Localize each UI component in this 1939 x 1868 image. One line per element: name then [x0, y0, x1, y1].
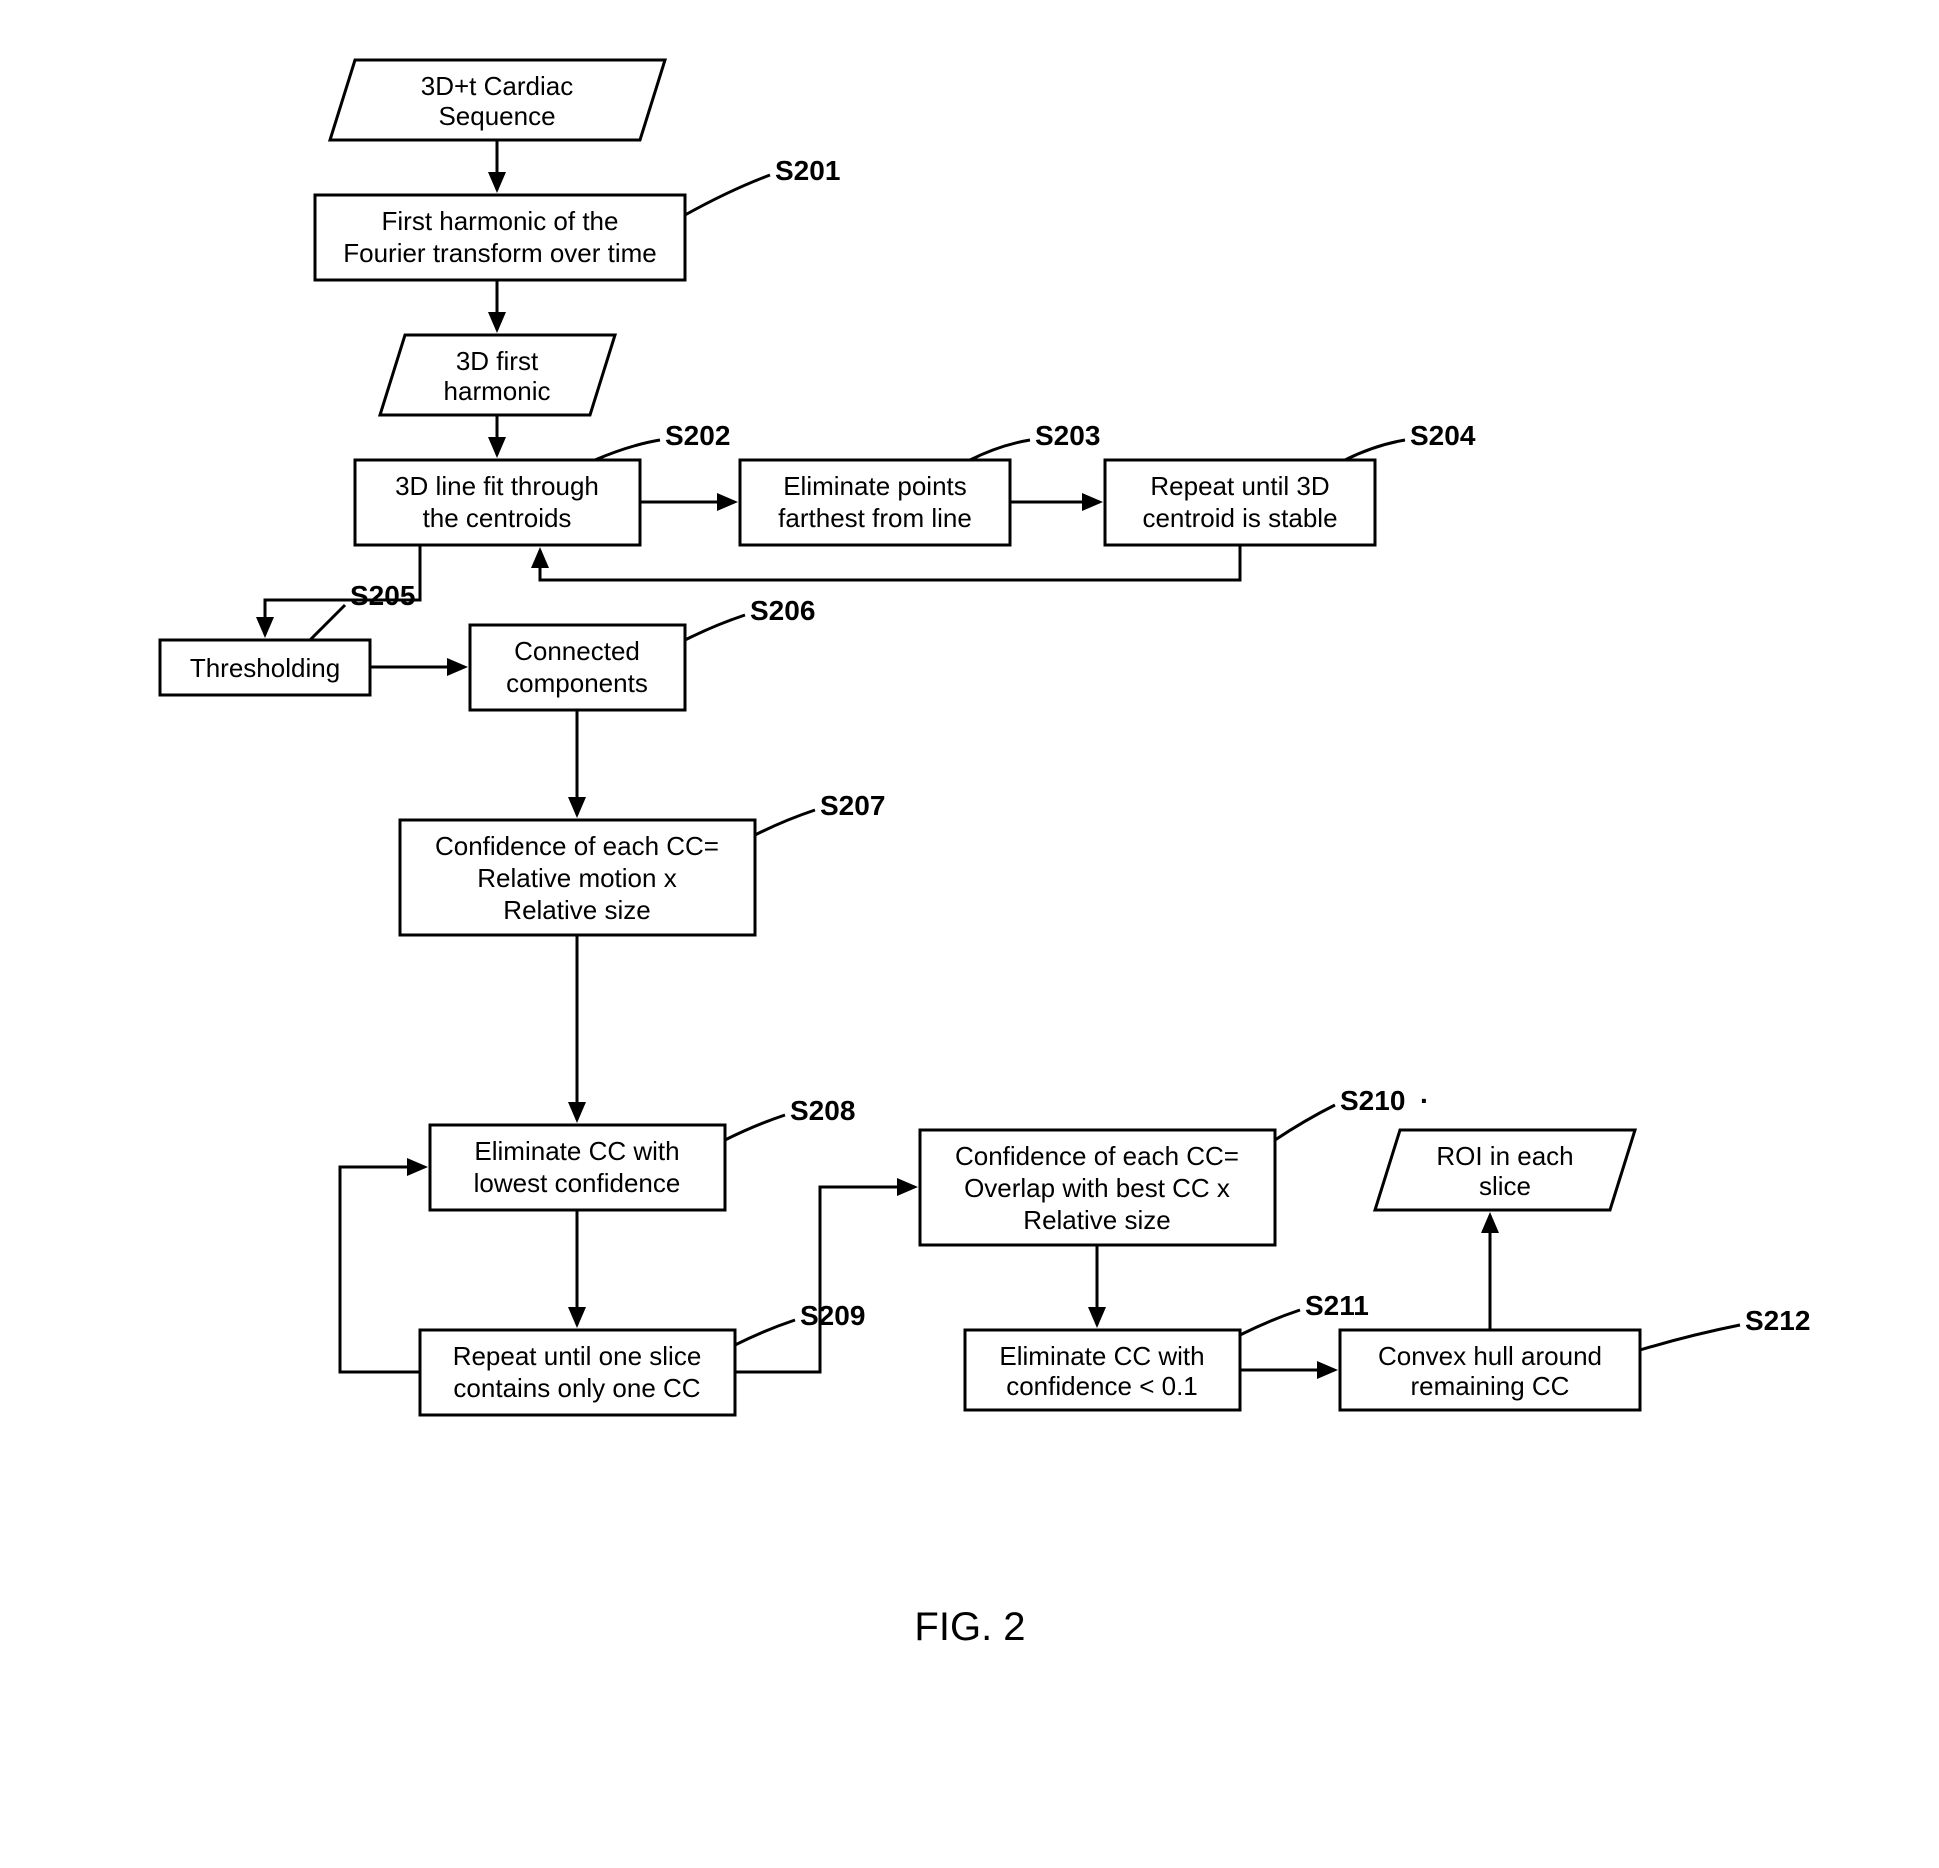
- node-s210-line2: Relative size: [1023, 1205, 1170, 1235]
- node-s201: First harmonic of the Fourier transform …: [315, 155, 840, 280]
- label-s210: S210: [1340, 1085, 1405, 1116]
- node-s204-line0: Repeat until 3D: [1150, 471, 1329, 501]
- node-input-line0: 3D+t Cardiac: [421, 71, 573, 101]
- node-harmonic: 3D first harmonic: [380, 335, 615, 415]
- node-harmonic-line0: 3D first: [456, 346, 539, 376]
- node-s202: 3D line fit through the centroids S202: [355, 420, 730, 545]
- node-s209-line1: contains only one CC: [453, 1373, 700, 1403]
- node-s210-line0: Confidence of each CC=: [955, 1141, 1239, 1171]
- label-s204: S204: [1410, 420, 1476, 451]
- node-s210-line1: Overlap with best CC x: [964, 1173, 1230, 1203]
- node-s210: Confidence of each CC= Overlap with best…: [920, 1085, 1429, 1245]
- node-input-line1: Sequence: [438, 101, 555, 131]
- node-s208-line0: Eliminate CC with: [474, 1136, 679, 1166]
- node-s201-line1: Fourier transform over time: [343, 238, 657, 268]
- svg-text:·: ·: [1420, 1085, 1429, 1116]
- node-s205-line0: Thresholding: [190, 653, 340, 683]
- figure-label: FIG. 2: [914, 1605, 1025, 1649]
- node-s203-line0: Eliminate points: [783, 471, 967, 501]
- node-s203-line1: farthest from line: [778, 503, 972, 533]
- node-input: 3D+t Cardiac Sequence: [330, 60, 665, 140]
- node-s211: Eliminate CC with confidence < 0.1 S211: [965, 1290, 1369, 1410]
- node-roi: ROI in each slice: [1375, 1130, 1635, 1210]
- node-s212: Convex hull around remaining CC S212: [1340, 1305, 1810, 1410]
- node-s212-line0: Convex hull around: [1378, 1341, 1602, 1371]
- label-s203: S203: [1035, 420, 1100, 451]
- node-s204-line1: centroid is stable: [1142, 503, 1337, 533]
- node-s209-line0: Repeat until one slice: [453, 1341, 702, 1371]
- node-s202-line1: the centroids: [423, 503, 572, 533]
- label-s207: S207: [820, 790, 885, 821]
- node-s211-line0: Eliminate CC with: [999, 1341, 1204, 1371]
- node-s209: Repeat until one slice contains only one…: [420, 1300, 865, 1415]
- label-s201: S201: [775, 155, 840, 186]
- node-roi-line0: ROI in each: [1436, 1141, 1573, 1171]
- node-harmonic-line1: harmonic: [444, 376, 551, 406]
- node-s211-line1: confidence < 0.1: [1006, 1371, 1198, 1401]
- node-s205: Thresholding S205: [160, 580, 415, 695]
- flowchart-diagram: 3D+t Cardiac Sequence First harmonic of …: [0, 0, 1939, 1868]
- node-s207-line0: Confidence of each CC=: [435, 831, 719, 861]
- node-s207-line2: Relative size: [503, 895, 650, 925]
- node-s204: Repeat until 3D centroid is stable S204: [1105, 420, 1476, 545]
- node-s202-line0: 3D line fit through: [395, 471, 599, 501]
- node-s208: Eliminate CC with lowest confidence S208: [430, 1095, 855, 1210]
- node-s206: Connected components S206: [470, 595, 815, 710]
- node-s201-line0: First harmonic of the: [382, 206, 619, 236]
- label-s202: S202: [665, 420, 730, 451]
- label-s212: S212: [1745, 1305, 1810, 1336]
- node-s207: Confidence of each CC= Relative motion x…: [400, 790, 885, 935]
- node-s208-line1: lowest confidence: [474, 1168, 681, 1198]
- label-s211: S211: [1305, 1290, 1369, 1321]
- node-s206-line1: components: [506, 668, 648, 698]
- label-s206: S206: [750, 595, 815, 626]
- label-s205: S205: [350, 580, 415, 611]
- node-s212-line1: remaining CC: [1411, 1371, 1570, 1401]
- node-s206-line0: Connected: [514, 636, 640, 666]
- label-s209: S209: [800, 1300, 865, 1331]
- node-s203: Eliminate points farthest from line S203: [740, 420, 1100, 545]
- node-roi-line1: slice: [1479, 1171, 1531, 1201]
- label-s208: S208: [790, 1095, 855, 1126]
- node-s207-line1: Relative motion x: [477, 863, 676, 893]
